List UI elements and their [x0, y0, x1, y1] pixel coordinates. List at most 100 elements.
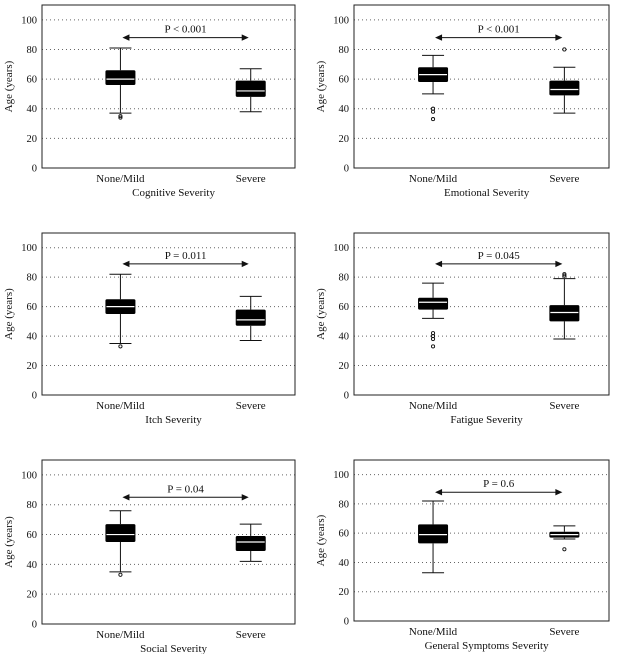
- x-category-label: None/Mild: [409, 400, 458, 412]
- arrow-head-right: [555, 34, 563, 41]
- chart-panel-6: 0 20 40 60 80 100 Age (years) None/Mild Severe P …: [315, 459, 610, 652]
- y-tick-label: 0: [344, 164, 349, 175]
- y-tick-label: 0: [32, 391, 37, 402]
- plot-frame: [353, 232, 610, 396]
- outlier-point: [118, 572, 123, 577]
- x-category-label: Severe: [549, 173, 579, 185]
- outlier-point: [118, 115, 123, 120]
- y-tick-label: 40: [27, 104, 38, 115]
- box: [105, 70, 136, 86]
- y-tick-label: 20: [339, 587, 350, 598]
- p-value-label: P = 0.045: [478, 250, 521, 262]
- y-tick-label: 60: [339, 75, 350, 86]
- plot-frame: [353, 4, 610, 169]
- outlier-point: [562, 272, 567, 277]
- y-tick-label: 80: [339, 45, 350, 56]
- x-category-label: None/Mild: [96, 400, 145, 412]
- arrow-head-left: [435, 489, 443, 496]
- p-value-label: P < 0.001: [478, 24, 520, 36]
- outlier-point: [562, 273, 567, 278]
- y-axis-label: Age (years): [315, 60, 327, 112]
- p-value-label: P = 0.011: [165, 250, 207, 262]
- x-category-label: Severe: [549, 626, 579, 638]
- arrow-head-left: [435, 34, 443, 41]
- outlier-point: [562, 47, 567, 52]
- chart-panel-2: 0 20 40 60 80 100 Age (years) None/Mild Severe P …: [315, 4, 610, 199]
- plot-frame: [41, 4, 296, 169]
- x-category-label: None/Mild: [96, 629, 145, 641]
- y-tick-label: 60: [27, 302, 38, 313]
- box: [235, 536, 266, 551]
- y-tick-label: 20: [27, 590, 38, 601]
- arrow-head-right: [241, 494, 249, 501]
- arrow-head-left: [435, 260, 443, 268]
- box: [549, 305, 580, 322]
- y-tick-label: 20: [27, 134, 38, 145]
- box: [235, 80, 266, 97]
- y-tick-label: 100: [333, 243, 349, 254]
- y-tick-label: 0: [344, 391, 349, 402]
- plot-frame: [41, 459, 296, 625]
- arrow-head-left: [122, 34, 130, 41]
- p-value-label: P < 0.001: [164, 24, 206, 36]
- x-axis-title: Emotional Severity: [444, 187, 530, 199]
- box: [235, 309, 266, 326]
- arrow-head-left: [122, 260, 130, 268]
- plot-frame: [41, 232, 296, 396]
- y-tick-label: 60: [27, 75, 38, 86]
- outlier-point: [430, 106, 436, 111]
- x-category-label: Severe: [236, 629, 266, 641]
- arrow-head-right: [241, 34, 249, 41]
- arrow-head-left: [122, 494, 130, 501]
- x-category-label: Severe: [236, 173, 266, 185]
- y-tick-label: 100: [21, 243, 37, 254]
- y-tick-label: 60: [27, 530, 38, 541]
- y-tick-label: 20: [27, 361, 38, 372]
- y-tick-label: 100: [333, 15, 349, 26]
- y-tick-label: 100: [21, 470, 37, 481]
- x-axis-title: Itch Severity: [145, 414, 202, 426]
- y-tick-label: 80: [27, 500, 38, 511]
- y-tick-label: 20: [339, 134, 350, 145]
- y-tick-label: 40: [339, 558, 350, 569]
- y-tick-label: 0: [32, 164, 37, 175]
- x-axis-title: Fatigue Severity: [450, 414, 523, 426]
- box: [418, 524, 449, 544]
- chart-panel-5: 0 20 40 60 80 100 Age (years) None/Mild Severe P …: [3, 459, 296, 654]
- outlier-point: [430, 331, 436, 336]
- outlier-point: [430, 117, 436, 122]
- x-axis-title: General Symptoms Severity: [425, 640, 550, 652]
- arrow-head-right: [555, 260, 563, 268]
- y-tick-label: 0: [344, 617, 349, 628]
- chart-panel-1: 0 20 40 60 80 100 Age (years) None/Mild Severe P …: [3, 4, 296, 199]
- chart-panel-4: 0 20 40 60 80 100 Age (years) None/Mild Severe P …: [315, 232, 610, 426]
- box: [418, 297, 449, 310]
- y-axis-label: Age (years): [315, 288, 327, 340]
- y-tick-label: 100: [21, 15, 37, 26]
- p-value-label: P = 0.04: [167, 483, 204, 495]
- y-axis-label: Age (years): [315, 514, 327, 566]
- y-axis-label: Age (years): [3, 288, 15, 340]
- outlier-point: [430, 344, 436, 349]
- y-tick-label: 40: [27, 332, 38, 343]
- x-category-label: None/Mild: [409, 626, 458, 638]
- outlier-point: [118, 114, 123, 119]
- x-category-label: Severe: [549, 400, 579, 412]
- x-axis-title: Social Severity: [140, 643, 207, 654]
- y-tick-label: 0: [32, 620, 37, 631]
- plot-frame: [353, 459, 610, 622]
- y-tick-label: 60: [339, 302, 350, 313]
- x-category-label: None/Mild: [96, 173, 145, 185]
- chart-panel-3: 0 20 40 60 80 100 Age (years) None/Mild Severe P …: [3, 232, 296, 426]
- y-tick-label: 40: [27, 560, 38, 571]
- y-tick-label: 40: [339, 332, 350, 343]
- y-tick-label: 20: [339, 361, 350, 372]
- y-axis-label: Age (years): [3, 516, 15, 568]
- x-axis-title: Cognitive Severity: [132, 187, 215, 199]
- outlier-point: [562, 547, 567, 552]
- outlier-point: [118, 344, 123, 349]
- y-tick-label: 100: [333, 470, 349, 481]
- y-tick-label: 80: [27, 273, 38, 284]
- y-tick-label: 80: [339, 499, 350, 510]
